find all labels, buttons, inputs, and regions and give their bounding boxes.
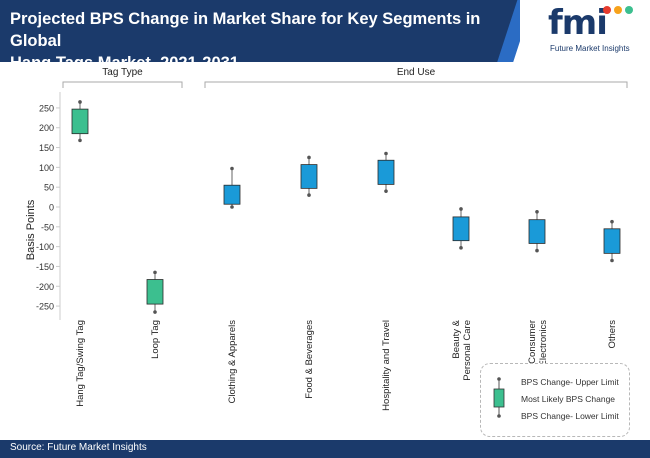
box-item (146, 270, 164, 314)
box-item (300, 155, 318, 197)
x-tick-label: Food & Beverages (304, 320, 315, 399)
y-tick-label: -150 (36, 262, 54, 272)
footer-bar: Source: Future Market Insights (0, 440, 650, 458)
logo-subtitle: Future Market Insights (550, 44, 630, 53)
x-tick-label-line: Electronics (538, 320, 549, 367)
legend-most-likely: Most Likely BPS Change (521, 394, 616, 404)
lower-limit-point (153, 310, 157, 314)
x-tick-label: Others (607, 320, 618, 349)
box-item (223, 166, 241, 209)
upper-limit-point (459, 207, 463, 211)
upper-limit-point (153, 270, 157, 275)
fmi-logo: fmi Future Market Insights (548, 4, 644, 58)
lower-limit-point (78, 138, 82, 143)
box-chart: Tag Type End Use 250 200 150 100 50 0 -50 -100 -1… (25, 67, 628, 411)
title-line-2: Hang Tags Market, 2021-2031 (10, 52, 510, 62)
y-tick-label: 250 (39, 103, 54, 113)
box-item (528, 209, 546, 253)
x-tick-label: ConsumerElectronics (527, 320, 549, 367)
group-label: Tag Type (102, 67, 143, 78)
logo-text: fmi (548, 3, 608, 43)
box-item (71, 100, 89, 143)
source-note: Source: Future Market Insights (10, 442, 147, 453)
x-tick-label-line: Food & Beverages (304, 320, 315, 399)
upper-limit-point (307, 155, 311, 160)
y-tick-label: 50 (44, 183, 54, 193)
chart-legend: BPS Change- Upper Limit Most Likely BPS … (480, 363, 630, 437)
header-banner: Projected BPS Change in Market Share for… (0, 0, 650, 62)
likely-range-box (603, 228, 621, 254)
page-title: Projected BPS Change in Market Share for… (10, 8, 510, 62)
x-tick-label-line: Beauty & (451, 319, 462, 358)
group-bracket (62, 81, 183, 88)
likely-range-box (71, 108, 89, 135)
y-tick-label: -250 (36, 302, 54, 312)
box-item (603, 219, 621, 263)
x-tick-label: Loop Tag (150, 320, 161, 359)
likely-range-box (452, 216, 470, 242)
x-tick-label-line: Hang Tag/Swing Tag (75, 320, 86, 407)
lower-limit-point (610, 258, 614, 263)
y-tick-label: 0 (49, 203, 54, 213)
box-series (71, 100, 621, 314)
x-tick-label: Clothing & Apparels (227, 320, 238, 404)
group-bracket (204, 81, 628, 88)
legend-symbol-icon (493, 377, 505, 418)
legend-upper-limit: BPS Change- Upper Limit (521, 377, 619, 387)
x-tick-label-line: Clothing & Apparels (227, 320, 238, 404)
lower-limit-point (535, 248, 539, 253)
upper-limit-point (535, 209, 539, 214)
legend-lower-limit: BPS Change- Lower Limit (521, 411, 619, 421)
group-brackets: Tag Type End Use (62, 67, 628, 88)
likely-range-box (300, 164, 318, 189)
y-tick-label: 100 (39, 163, 54, 173)
group-label: End Use (397, 67, 436, 78)
lower-limit-point (230, 205, 234, 209)
upper-limit-point (610, 219, 614, 224)
y-tick-label: -200 (36, 282, 54, 292)
upper-limit-point (230, 166, 234, 171)
x-tick-label-line: Loop Tag (150, 320, 161, 359)
likely-range-box (528, 219, 546, 244)
x-tick-label-line: Personal Care (462, 320, 473, 381)
x-tick-label-line: Hospitality and Travel (381, 320, 392, 411)
likely-range-box (146, 279, 164, 305)
title-line-1: Projected BPS Change in Market Share for… (10, 10, 481, 50)
x-tick-label: Beauty &Personal Care (451, 319, 473, 380)
x-tick-labels: Hang Tag/Swing Tag Loop Tag Clothing & App… (75, 319, 618, 410)
y-axis-label: Basis Points (25, 199, 37, 260)
y-tick-label: 200 (39, 123, 54, 133)
lower-limit-point (459, 246, 463, 250)
y-axis-ticks: 250 200 150 100 50 0 -50 -100 -150 -200 -250 (36, 92, 61, 320)
lower-limit-point (307, 193, 311, 197)
likely-range-box (377, 159, 395, 185)
y-tick-label: 150 (39, 143, 54, 153)
x-tick-label-line: Others (607, 320, 618, 349)
upper-limit-point (78, 100, 82, 104)
logo-dots-icon (603, 6, 633, 14)
upper-limit-point (384, 151, 388, 156)
box-item (452, 207, 470, 250)
box-item (377, 151, 395, 193)
x-tick-label-line: Consumer (527, 320, 538, 364)
y-tick-label: -50 (41, 222, 54, 232)
x-tick-label: Hospitality and Travel (381, 320, 392, 411)
y-tick-label: -100 (36, 242, 54, 252)
likely-range-box (223, 184, 241, 205)
x-tick-label: Hang Tag/Swing Tag (75, 320, 86, 407)
lower-limit-point (384, 189, 388, 193)
